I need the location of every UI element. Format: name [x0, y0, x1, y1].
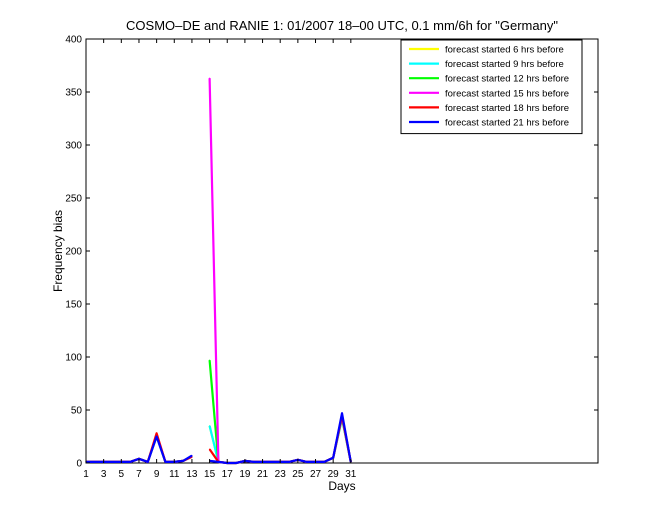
x-tick-label: 15	[204, 469, 216, 480]
x-tick-label: 27	[310, 469, 322, 480]
y-tick-label: 250	[65, 194, 82, 205]
x-tick-label: 25	[292, 469, 304, 480]
data-point	[235, 462, 237, 464]
legend-label: forecast started 9 hrs before	[445, 59, 564, 70]
data-point	[94, 461, 96, 463]
legend-item: forecast started 18 hrs before	[409, 103, 569, 114]
y-axis-label: Frequency bias	[51, 210, 65, 292]
data-point	[341, 412, 343, 414]
data-point	[323, 461, 325, 463]
legend-label: forecast started 6 hrs before	[445, 45, 564, 56]
x-tick-label: 3	[101, 469, 107, 480]
legend-box	[400, 39, 583, 135]
x-tick-label: 7	[136, 469, 142, 480]
data-point	[332, 457, 334, 459]
y-tick-label: 350	[65, 88, 82, 99]
x-tick-label: 9	[154, 469, 160, 480]
x-tick-label: 1	[83, 469, 89, 480]
data-point	[253, 461, 255, 463]
legend-item: forecast started 12 hrs before	[409, 74, 569, 85]
legend-label: forecast started 15 hrs before	[445, 88, 569, 99]
data-point	[209, 77, 211, 79]
data-point	[209, 359, 211, 361]
legend-item: forecast started 9 hrs before	[409, 59, 564, 70]
y-tick-label: 400	[65, 35, 82, 46]
legend-item: forecast started 21 hrs before	[409, 118, 569, 129]
x-tick-label: 29	[328, 469, 340, 480]
legend-label: forecast started 18 hrs before	[445, 103, 569, 114]
x-tick-label: 23	[275, 469, 287, 480]
data-point	[209, 448, 211, 450]
legend-label: forecast started 12 hrs before	[445, 74, 569, 85]
chart-title: COSMO–DE and RANIE 1: 01/2007 18–00 UTC,…	[126, 18, 558, 33]
y-tick-label: 0	[76, 459, 82, 470]
data-point	[217, 461, 219, 463]
legend-item: forecast started 15 hrs before	[409, 88, 569, 99]
y-tick-label: 150	[65, 300, 82, 311]
x-tick-label: 21	[257, 469, 269, 480]
x-tick-label: 17	[222, 469, 234, 480]
legend-item: forecast started 6 hrs before	[409, 45, 564, 56]
data-point	[156, 432, 158, 434]
data-point	[156, 435, 158, 438]
x-tick-label: 5	[119, 469, 125, 480]
data-point	[209, 425, 211, 427]
x-tick-label: 11	[169, 469, 180, 480]
legend: forecast started 6 hrs before forecast st…	[400, 39, 583, 135]
data-point	[270, 461, 272, 463]
y-tick-label: 200	[65, 247, 82, 258]
data-point	[182, 460, 184, 462]
y-tick-label: 100	[65, 353, 82, 364]
data-point	[164, 461, 166, 463]
data-point	[111, 461, 114, 463]
legend-label: forecast started 21 hrs before	[445, 118, 569, 129]
data-point	[129, 461, 131, 463]
data-point	[306, 461, 308, 463]
x-tick-label: 13	[186, 469, 198, 480]
data-point	[147, 461, 149, 463]
x-tick-label: 31	[345, 469, 357, 480]
y-tick-label: 50	[71, 406, 83, 417]
axes-layer: 1 3 5 7 9 11 13 15 17 19 21 23 25 27 29 310501001502002…	[65, 35, 598, 480]
x-tick-label: 19	[239, 469, 251, 480]
data-point	[191, 455, 193, 457]
x-axis-label: Days	[328, 479, 355, 493]
y-tick-label: 300	[65, 141, 82, 152]
data-point	[288, 461, 290, 463]
